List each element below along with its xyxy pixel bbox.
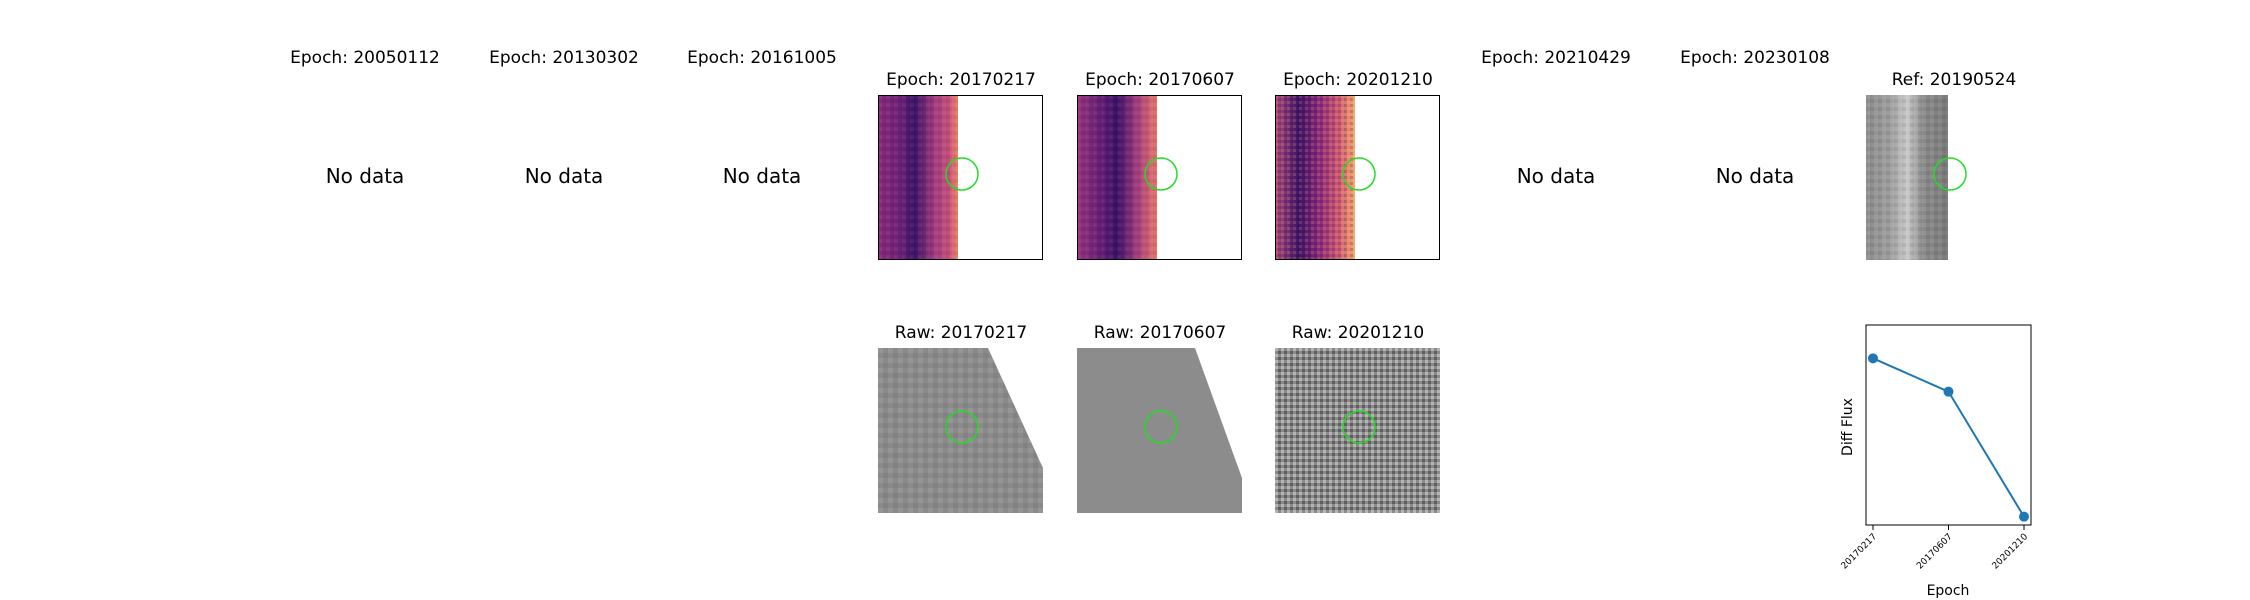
epoch-title-8: Epoch: 20230108 (1680, 48, 1830, 68)
raw-title-2: Raw: 20170607 (1093, 323, 1227, 343)
no-data-label-3: No data (722, 164, 802, 188)
aperture-circle (945, 157, 979, 191)
x-tick-label-20201210: 20201210 (1991, 532, 2031, 572)
aperture-circle (1144, 157, 1178, 191)
panel-frame (1077, 95, 1242, 260)
raw-image-fill (878, 348, 1043, 513)
epoch-title-3: Epoch: 20161005 (687, 48, 837, 68)
diff-flux-chart: Diff Flux Epoch 20170217 20170607 20201210 (1840, 324, 2032, 599)
no-data-label-1: No data (325, 164, 405, 188)
panel-frame (1275, 95, 1440, 260)
diff-image-texture (878, 95, 958, 260)
raw-image-fill (1275, 348, 1440, 513)
diff-image-20170607 (1077, 95, 1242, 260)
epoch-title-4: Epoch: 20170217 (886, 70, 1036, 90)
diff-image-20170217 (878, 95, 1043, 260)
epoch-title-2: Epoch: 20130302 (489, 48, 639, 68)
raw-image-20170217 (878, 348, 1043, 513)
aperture-circle (1342, 157, 1376, 191)
x-tick-label-20170607: 20170607 (1915, 532, 1954, 571)
epoch-title-5: Epoch: 20170607 (1085, 70, 1235, 90)
chart-frame (1865, 324, 2032, 526)
aperture-circle (1933, 157, 1967, 191)
epoch-title-1: Epoch: 20050112 (290, 48, 440, 68)
y-axis-label: Diff Flux (1840, 398, 1856, 456)
reference-image-texture (1866, 95, 1948, 260)
x-axis-label: Epoch (1927, 583, 1970, 599)
raw-title-1: Raw: 20170217 (894, 323, 1028, 343)
raw-image-fill (1077, 348, 1242, 513)
panel-frame (878, 95, 1043, 260)
raw-image-20201210 (1275, 348, 1440, 513)
diff-image-20201210 (1275, 95, 1440, 260)
aperture-circle (1342, 410, 1376, 444)
reference-title: Ref: 20190524 (1891, 70, 2017, 90)
aperture-circle (945, 410, 979, 444)
data-point-20170217 (1868, 353, 1878, 364)
diff-image-texture (1077, 95, 1157, 260)
raw-image-20170607 (1077, 348, 1242, 513)
no-data-label-7: No data (1516, 164, 1596, 188)
data-point-20170607 (1943, 386, 1954, 397)
raw-title-3: Raw: 20201210 (1291, 323, 1425, 343)
no-data-label-2: No data (524, 164, 604, 188)
x-tick-label-20170217: 20170217 (1840, 532, 1879, 571)
epoch-title-7: Epoch: 20210429 (1481, 48, 1631, 68)
epoch-title-6: Epoch: 20201210 (1283, 70, 1433, 90)
data-point-20201210 (2019, 511, 2029, 522)
no-data-label-8: No data (1715, 164, 1795, 188)
series-line (1872, 357, 2025, 518)
reference-image (1866, 95, 2031, 260)
aperture-circle (1144, 410, 1178, 444)
diff-image-texture (1275, 95, 1355, 260)
